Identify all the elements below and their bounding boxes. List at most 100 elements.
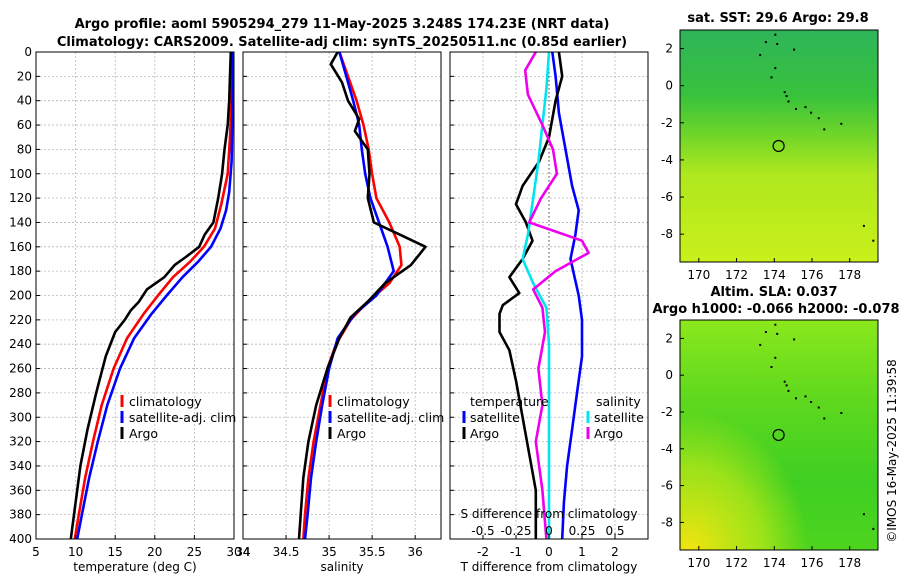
island-dot: [776, 43, 779, 45]
island-dot: [785, 95, 788, 97]
x-tick-label: 34: [235, 545, 250, 559]
x-tick-label: 5: [32, 545, 40, 559]
lat-tick-label: 2: [665, 42, 673, 56]
x-tick-label: 15: [108, 545, 123, 559]
salinity-x-label: salinity: [320, 560, 363, 574]
island-dot: [840, 122, 843, 125]
lon-tick-label: 176: [801, 556, 824, 570]
island-dot: [776, 332, 779, 335]
lat-tick-label: -4: [661, 153, 673, 167]
series-satellite-adj-clim: [75, 51, 235, 540]
legend-label-s-argo: Argo: [594, 426, 623, 441]
legend-label-argo: Argo: [129, 426, 158, 441]
lat-tick-label: 0: [665, 368, 673, 382]
x-tick-label: 1: [578, 545, 586, 559]
series-t-satellite: [551, 51, 584, 540]
s-diff-tick-label: 0.5: [605, 524, 624, 538]
island-dot: [872, 527, 875, 530]
depth-tick-label: 320: [9, 435, 32, 449]
series-t-argo: [498, 51, 564, 539]
depth-tick-label: 80: [17, 142, 32, 156]
legend-label-climatology: climatology: [337, 394, 410, 409]
depth-tick-label: 60: [17, 118, 32, 132]
sst-map-title: sat. SST: 29.6 Argo: 29.8: [687, 11, 868, 26]
series-climatology: [73, 51, 234, 540]
island-dot: [759, 54, 762, 57]
island-dot: [795, 397, 797, 400]
salinity-diff-legend: salinity satellite Argo: [586, 394, 644, 441]
lat-tick-label: -6: [661, 190, 673, 204]
x-tick-label: -1: [510, 545, 522, 559]
legend-title-temperature: temperature: [470, 394, 549, 409]
series-argo: [297, 51, 427, 540]
x-tick-label: 35.5: [359, 545, 386, 559]
island-dot: [862, 224, 865, 227]
x-tick-label: 36: [408, 545, 423, 559]
depth-tick-label: 380: [9, 508, 32, 522]
depth-tick-label: 140: [9, 215, 32, 229]
depth-tick-label: 360: [9, 483, 32, 497]
temperature-diff-legend: temperature satellite Argo: [462, 394, 549, 441]
lon-tick-label: 170: [687, 268, 710, 282]
x-tick-label: 35: [321, 545, 336, 559]
s-diff-tick-label: 0.25: [569, 524, 596, 538]
lon-tick-label: 174: [763, 556, 786, 570]
island-dot: [804, 106, 807, 109]
lon-tick-label: 178: [838, 556, 861, 570]
depth-tick-label: 200: [9, 289, 32, 303]
lon-tick-label: 172: [725, 556, 748, 570]
sla-map-subtitle: Argo h1000: -0.066 h2000: -0.078: [652, 302, 899, 317]
x-tick-label: 20: [147, 545, 162, 559]
argo-location-marker: [772, 139, 785, 153]
lon-tick-label: 178: [838, 268, 861, 282]
argo-location-marker: [772, 428, 785, 442]
island-dot: [783, 380, 786, 383]
series-argo: [69, 51, 233, 540]
legend-label-argo: Argo: [337, 426, 366, 441]
depth-tick-label: 40: [17, 94, 32, 108]
x-tick-label: 30: [226, 545, 241, 559]
island-dot: [823, 128, 826, 131]
island-dot: [810, 111, 813, 114]
series-climatology: [302, 51, 403, 540]
island-dot: [785, 384, 788, 387]
legend-title-salinity: salinity: [596, 394, 641, 409]
depth-tick-label: 120: [9, 191, 32, 205]
lat-tick-label: -6: [661, 479, 673, 493]
temperature-panel: 0 20 40 60 80 100 120 140 160 180 200 220 240 260 280 3…: [9, 45, 250, 574]
figure-title-line-2: Climatology: CARS2009. Satellite-adj cli…: [57, 35, 627, 50]
lat-tick-label: 0: [665, 79, 673, 93]
lat-tick-label: -2: [661, 116, 673, 130]
island-dot: [810, 401, 813, 403]
figure-title-line-1: Argo profile: aoml 5905294_279 11-May-20…: [75, 17, 610, 32]
depth-tick-label: 240: [9, 337, 32, 351]
island-dot: [840, 412, 843, 414]
sst-field: [680, 30, 878, 262]
lat-tick-label: -8: [661, 227, 673, 241]
salinity-panel: 34 34.5 35 35.5 36 salinity climatology sate…: [235, 51, 444, 574]
lon-tick-label: 170: [687, 556, 710, 570]
island-dot: [795, 108, 797, 110]
island-dot: [774, 356, 777, 359]
lat-tick-label: 2: [665, 331, 673, 345]
series-s-argo: [523, 51, 590, 540]
island-dot: [759, 343, 762, 346]
lat-tick-label: -2: [661, 405, 673, 419]
lat-tick-label: -8: [661, 515, 673, 529]
imos-watermark: ©IMOS 16-May-2025 11:39:58: [885, 359, 899, 543]
depth-tick-label: 220: [9, 313, 32, 327]
x-tick-label: 10: [68, 545, 83, 559]
island-dot: [793, 338, 796, 341]
temperature-legend: climatology satellite-adj. clim Argo: [120, 394, 236, 441]
legend-label-satellite: satellite-adj. clim: [129, 410, 236, 425]
island-dot: [764, 331, 767, 333]
island-dot: [770, 76, 773, 79]
s-diff-tick-label: -0.5: [471, 524, 494, 538]
island-dot: [793, 48, 796, 51]
lon-tick-label: 174: [763, 268, 786, 282]
lon-tick-label: 172: [725, 268, 748, 282]
island-dot: [764, 41, 767, 44]
island-dot: [783, 91, 786, 94]
depth-tick-label: 160: [9, 240, 32, 254]
